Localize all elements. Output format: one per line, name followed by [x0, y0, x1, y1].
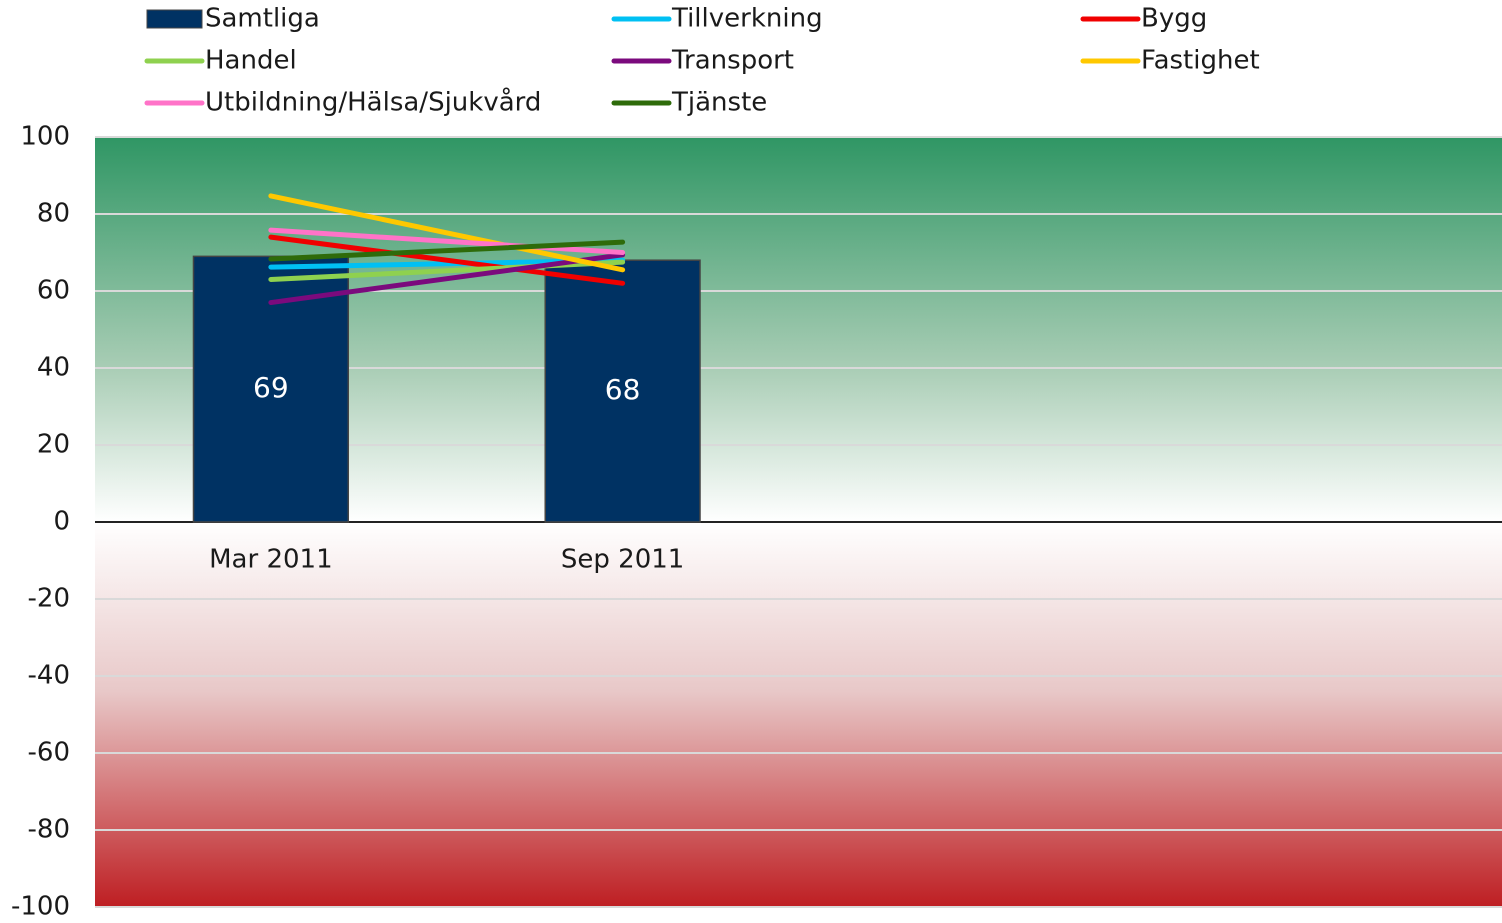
y-tick-label: 100	[20, 122, 70, 152]
line	[268, 227, 626, 255]
y-tick-label: 60	[37, 276, 70, 306]
y-tick-label: -20	[28, 584, 70, 614]
x-tick-label: Sep 2011	[561, 545, 684, 575]
y-tick-label: -100	[11, 892, 70, 922]
line	[268, 193, 626, 273]
line	[268, 252, 626, 306]
y-tick-label: -40	[28, 661, 70, 691]
y-tick-label: -80	[28, 815, 70, 845]
legend-label: Samtliga	[205, 4, 320, 34]
y-tick-label: 0	[53, 507, 70, 537]
legend-label: Handel	[205, 46, 297, 76]
x-tick-label: Mar 2011	[209, 545, 333, 575]
y-tick-label: 40	[37, 353, 70, 383]
legend-swatch	[146, 9, 203, 29]
y-tick-label: 80	[37, 199, 70, 229]
bar	[544, 259, 701, 523]
legend-label: Utbildning/Hälsa/Sjukvård	[205, 87, 541, 118]
value-label: 69	[253, 371, 289, 404]
legend-label: Bygg	[1141, 4, 1207, 34]
legend-label: Fastighet	[1141, 46, 1260, 76]
y-tick-label: -60	[28, 738, 70, 768]
line	[268, 239, 626, 262]
legend-label: Tjänste	[671, 88, 767, 118]
legend-label: Transport	[671, 46, 794, 76]
y-tick-label: 20	[37, 430, 70, 460]
value-label: 68	[605, 373, 641, 406]
line	[268, 234, 626, 286]
legend-label: Tillverkning	[671, 4, 823, 34]
